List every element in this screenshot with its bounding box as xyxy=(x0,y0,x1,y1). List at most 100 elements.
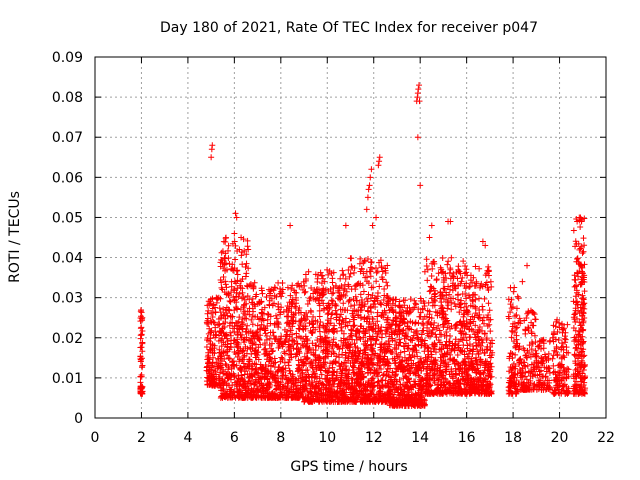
data-point xyxy=(372,350,379,357)
data-point xyxy=(259,290,266,297)
data-point xyxy=(474,361,481,368)
data-point xyxy=(207,318,214,325)
data-point xyxy=(410,370,417,377)
data-point xyxy=(425,299,432,306)
data-point xyxy=(308,358,315,365)
data-point xyxy=(275,324,282,331)
data-point xyxy=(302,325,309,332)
data-point xyxy=(217,263,224,270)
data-point xyxy=(234,332,241,339)
data-point xyxy=(456,390,463,397)
data-point xyxy=(338,321,345,328)
data-point xyxy=(301,282,308,289)
data-point xyxy=(365,313,372,320)
data-point xyxy=(305,268,312,275)
data-point xyxy=(529,322,536,329)
data-point xyxy=(281,359,288,366)
data-point xyxy=(365,323,372,330)
data-point xyxy=(579,339,586,346)
data-point xyxy=(257,341,264,348)
data-point xyxy=(139,340,146,347)
plot-frame xyxy=(94,56,607,419)
data-point xyxy=(579,304,586,311)
data-point xyxy=(251,279,258,286)
data-point xyxy=(441,333,448,340)
data-point xyxy=(506,353,513,360)
data-point xyxy=(570,314,577,321)
data-point xyxy=(243,326,250,333)
data-point xyxy=(430,360,437,367)
data-point xyxy=(290,318,297,325)
data-point xyxy=(255,335,262,342)
data-point xyxy=(518,382,525,389)
data-point xyxy=(299,370,306,377)
data-point xyxy=(415,320,422,327)
data-point xyxy=(380,297,387,304)
data-point xyxy=(374,373,381,380)
data-point xyxy=(439,255,446,262)
data-point xyxy=(413,392,420,399)
data-point xyxy=(324,266,331,273)
data-point xyxy=(255,385,262,392)
data-point xyxy=(420,321,427,328)
data-point xyxy=(444,345,451,352)
data-point xyxy=(272,284,279,291)
data-point xyxy=(483,384,490,391)
data-point xyxy=(332,282,339,289)
data-point xyxy=(246,296,253,303)
data-point xyxy=(339,351,346,358)
data-point xyxy=(366,182,373,189)
data-point xyxy=(324,369,331,376)
data-point xyxy=(469,313,476,320)
data-point xyxy=(229,358,236,365)
data-point xyxy=(209,310,216,317)
data-point xyxy=(238,252,245,259)
data-point xyxy=(251,350,258,357)
data-point xyxy=(234,277,241,284)
data-point xyxy=(476,284,483,291)
data-point xyxy=(551,328,558,335)
data-point xyxy=(526,342,533,349)
data-point xyxy=(273,315,280,322)
y-tick-label: 0 xyxy=(74,411,83,427)
data-point xyxy=(209,142,216,149)
data-point xyxy=(426,234,433,241)
data-point xyxy=(336,292,343,299)
data-point xyxy=(318,297,325,304)
data-point xyxy=(481,349,488,356)
data-point xyxy=(271,300,278,307)
data-point xyxy=(396,330,403,337)
data-point xyxy=(330,388,337,395)
data-point xyxy=(204,381,211,388)
data-point xyxy=(481,295,488,302)
data-point xyxy=(371,370,378,377)
data-point xyxy=(301,385,308,392)
data-point xyxy=(209,367,216,374)
data-point xyxy=(476,265,483,272)
data-point xyxy=(481,376,488,383)
data-point xyxy=(326,326,333,333)
data-point xyxy=(544,382,551,389)
data-point xyxy=(447,351,454,358)
data-point xyxy=(220,349,227,356)
data-point xyxy=(369,222,376,229)
data-point xyxy=(562,329,569,336)
data-point xyxy=(349,384,356,391)
data-point xyxy=(350,322,357,329)
data-point xyxy=(487,328,494,335)
data-point xyxy=(382,349,389,356)
data-point xyxy=(364,256,371,263)
data-point xyxy=(540,357,547,364)
data-point xyxy=(541,351,548,358)
data-point xyxy=(512,351,519,358)
data-point xyxy=(379,383,386,390)
data-point xyxy=(371,297,378,304)
data-point xyxy=(513,325,520,332)
data-point xyxy=(332,301,339,308)
data-point xyxy=(572,283,579,290)
data-point xyxy=(259,370,266,377)
data-point xyxy=(273,382,280,389)
data-point xyxy=(326,305,333,312)
data-point xyxy=(324,311,331,318)
data-point xyxy=(236,381,243,388)
